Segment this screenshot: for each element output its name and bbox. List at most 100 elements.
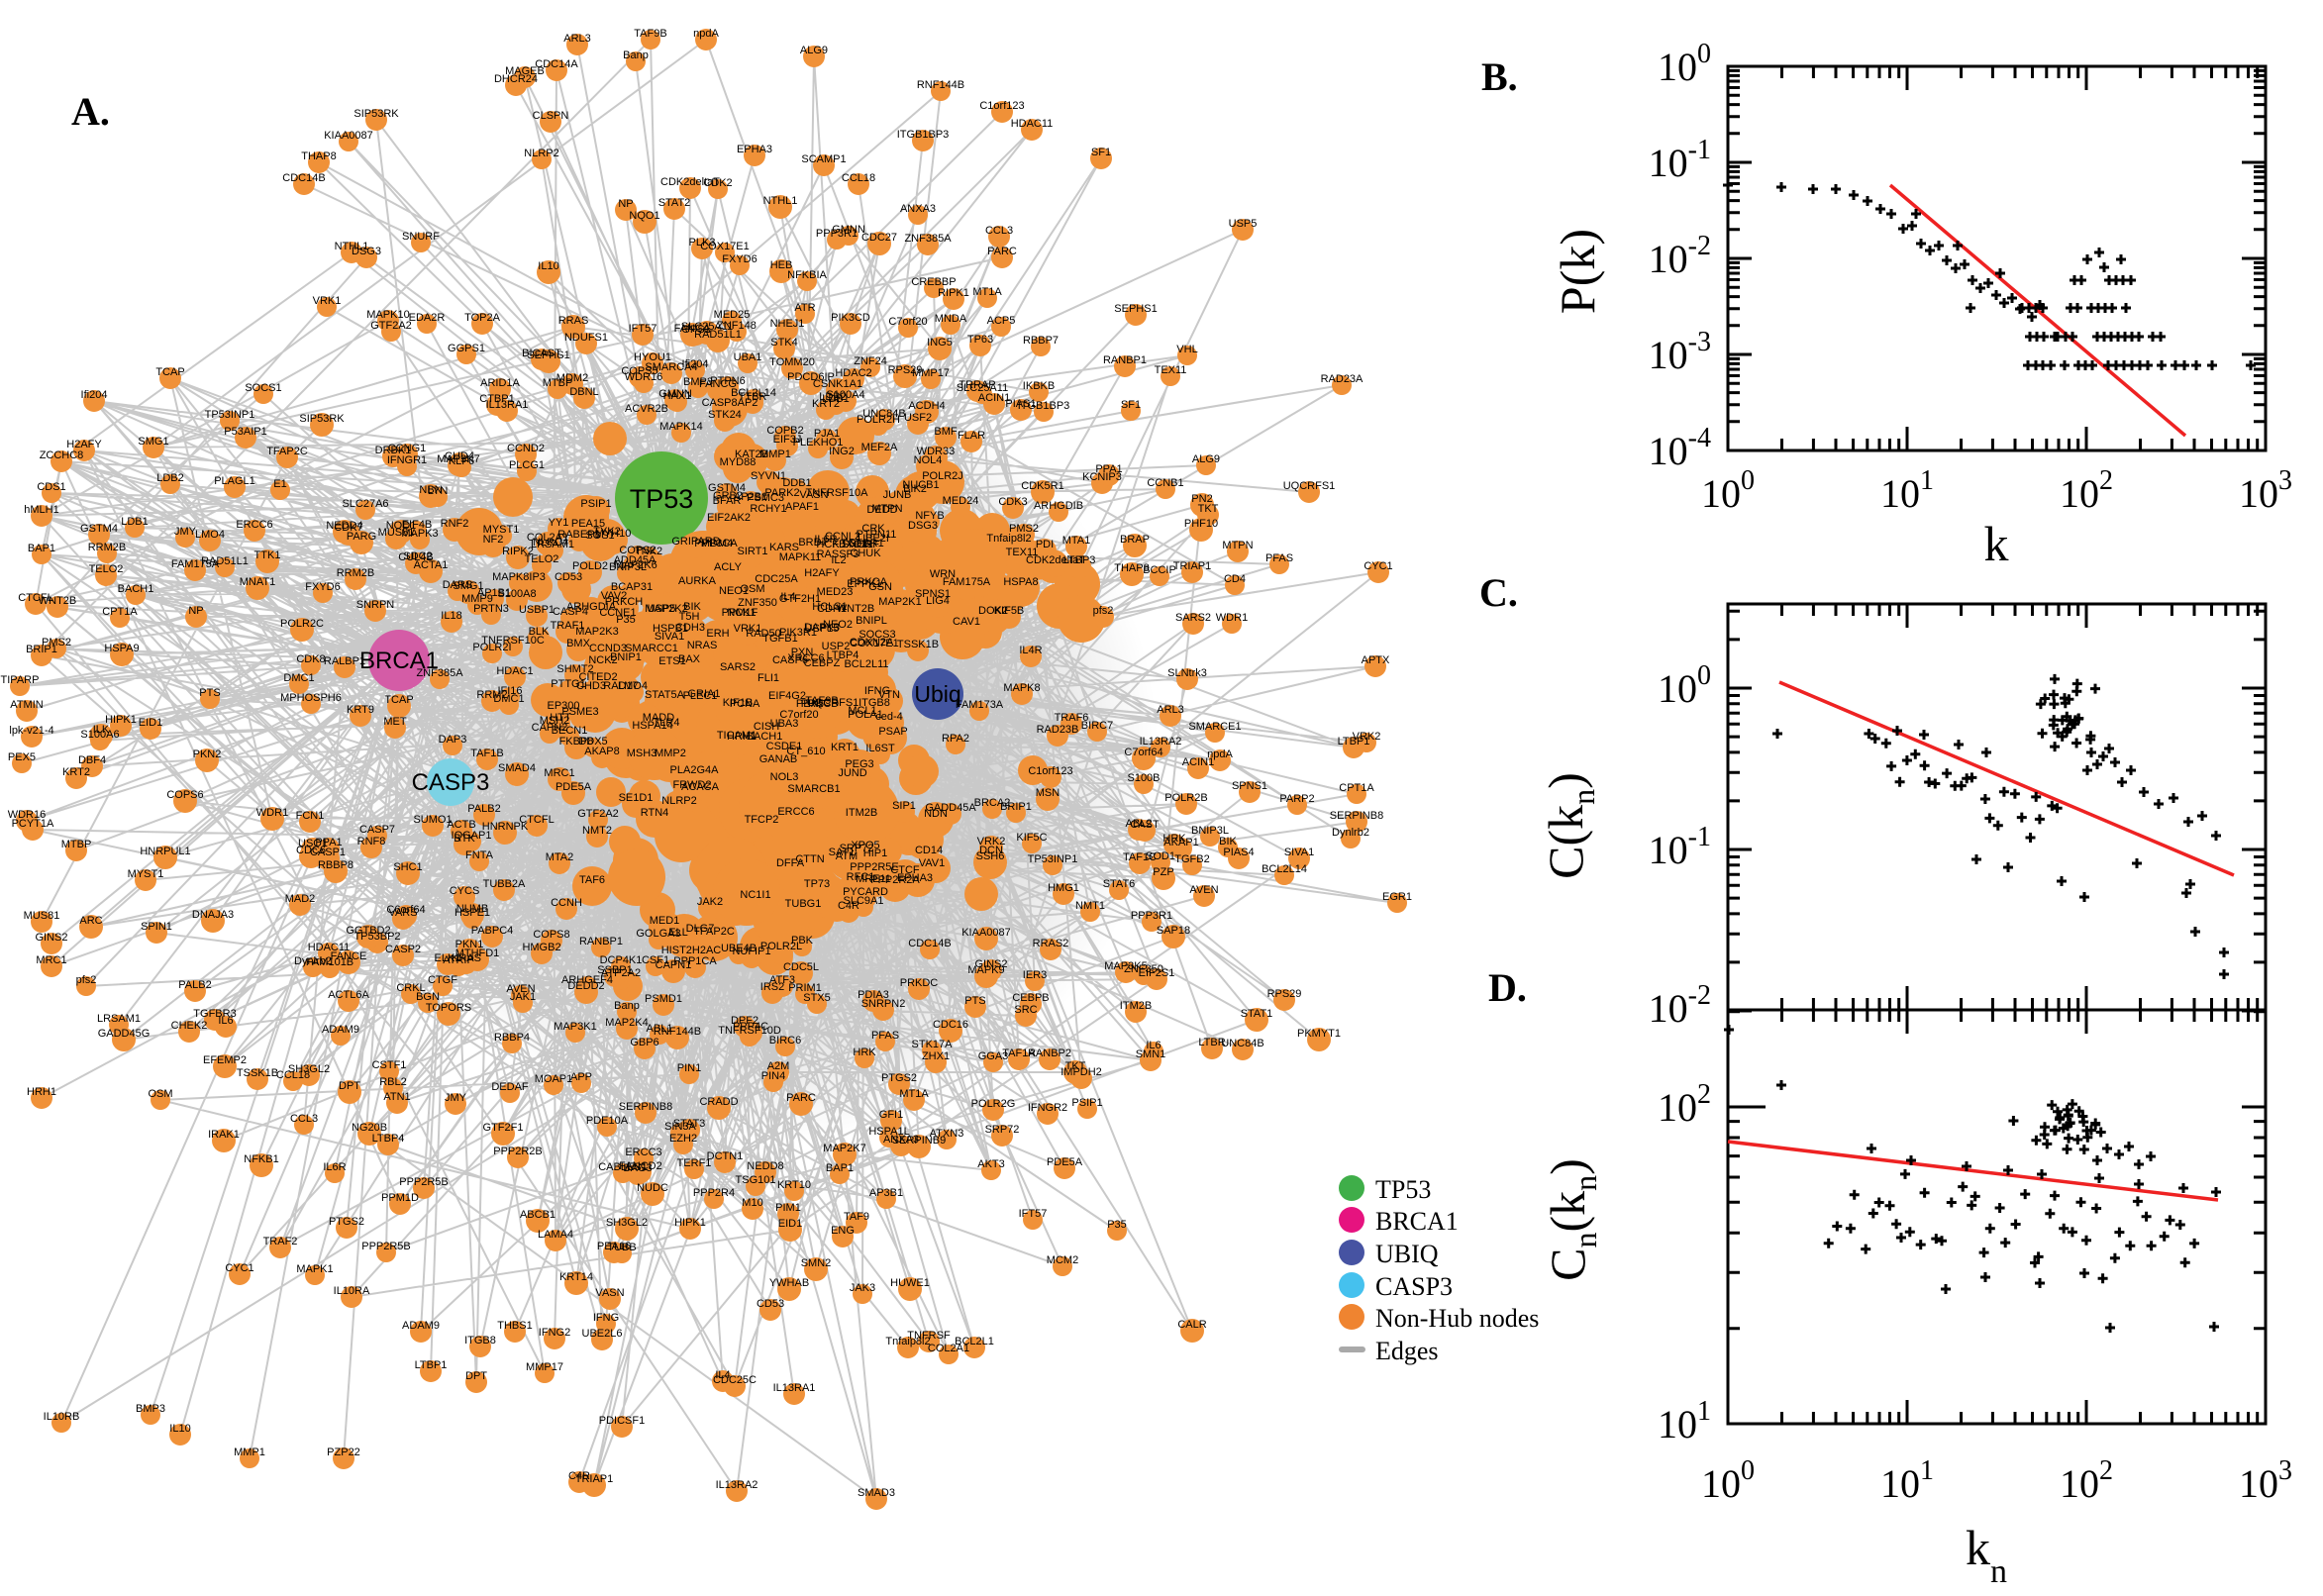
svg-text:RTN4: RTN4 xyxy=(641,807,669,819)
svg-text:SNURF: SNURF xyxy=(402,231,440,243)
svg-text:BIK2: BIK2 xyxy=(903,483,927,495)
svg-text:FRWD2: FRWD2 xyxy=(673,779,712,791)
svg-text:PSIP1: PSIP1 xyxy=(1071,1097,1102,1109)
svg-text:BAG3: BAG3 xyxy=(623,1162,652,1174)
svg-text:STK4: STK4 xyxy=(770,337,798,349)
svg-text:FNTA: FNTA xyxy=(465,849,494,861)
svg-text:NEO1: NEO1 xyxy=(719,585,749,597)
svg-text:C4R: C4R xyxy=(568,1470,590,1482)
svg-text:CAPN1: CAPN1 xyxy=(656,959,692,971)
svg-text:YWHAB: YWHAB xyxy=(769,1277,809,1289)
svg-text:JAK3: JAK3 xyxy=(850,1282,875,1294)
svg-text:PARC: PARC xyxy=(987,246,1017,257)
svg-text:C7orf20: C7orf20 xyxy=(888,316,927,328)
svg-text:PARG: PARG xyxy=(347,531,376,543)
svg-text:RPA2: RPA2 xyxy=(942,733,969,745)
svg-text:Banp: Banp xyxy=(614,1000,640,1012)
svg-text:MAP3K7: MAP3K7 xyxy=(437,453,479,465)
svg-text:SIVA1: SIVA1 xyxy=(655,631,684,643)
svg-text:SH3GL2: SH3GL2 xyxy=(288,1063,330,1075)
svg-text:ITGB1BP3: ITGB1BP3 xyxy=(1018,400,1070,412)
svg-text:NUMB: NUMB xyxy=(456,903,488,915)
svg-text:VRK1: VRK1 xyxy=(313,295,342,307)
svg-text:XPO5: XPO5 xyxy=(851,840,879,851)
svg-text:STAT5A: STAT5A xyxy=(645,689,685,701)
svg-text:APP: APP xyxy=(570,1071,592,1083)
svg-text:PLAGL1: PLAGL1 xyxy=(214,475,255,487)
svg-text:PPP2R5E: PPP2R5E xyxy=(850,861,899,873)
svg-text:HSPA1L: HSPA1L xyxy=(868,1126,909,1138)
svg-text:MAD2: MAD2 xyxy=(285,893,316,905)
svg-text:CASP2: CASP2 xyxy=(385,944,421,955)
svg-text:IFNGR1: IFNGR1 xyxy=(387,454,427,466)
svg-text:RNF2: RNF2 xyxy=(441,518,469,530)
svg-text:HDAC1: HDAC1 xyxy=(496,665,533,677)
svg-text:ADD45A: ADD45A xyxy=(614,554,656,566)
svg-text:FANCE: FANCE xyxy=(331,950,367,962)
svg-text:SMARCB1: SMARCB1 xyxy=(787,783,840,795)
svg-text:KRAS: KRAS xyxy=(452,952,481,964)
svg-text:LRSAM1: LRSAM1 xyxy=(531,539,574,550)
svg-text:CTCF: CTCF xyxy=(890,864,920,876)
svg-text:PBK: PBK xyxy=(791,935,814,947)
svg-text:PALB2: PALB2 xyxy=(178,979,211,991)
svg-text:IKBKB: IKBKB xyxy=(1023,380,1055,392)
svg-text:DBF4: DBF4 xyxy=(78,754,106,766)
svg-text:DSG3: DSG3 xyxy=(908,520,938,532)
svg-text:SIN3A: SIN3A xyxy=(664,1121,696,1133)
svg-text:SMARCA4: SMARCA4 xyxy=(645,361,697,373)
svg-text:SARS2: SARS2 xyxy=(720,661,756,673)
svg-text:LMO4: LMO4 xyxy=(618,680,648,692)
svg-text:TUBB: TUBB xyxy=(607,1242,636,1253)
svg-text:TGFB1: TGFB1 xyxy=(762,633,797,645)
svg-text:TAF1C: TAF1C xyxy=(1123,851,1157,863)
svg-text:HSPB1: HSPB1 xyxy=(653,623,688,635)
svg-text:RRAS: RRAS xyxy=(558,315,589,327)
svg-text:PIM1: PIM1 xyxy=(775,1202,801,1214)
svg-text:LIG4: LIG4 xyxy=(926,595,950,607)
svg-text:PMS2: PMS2 xyxy=(1009,523,1039,535)
svg-text:PPP3R1: PPP3R1 xyxy=(1131,910,1172,922)
svg-text:AVEN: AVEN xyxy=(506,983,535,995)
svg-text:BNIP3L: BNIP3L xyxy=(1191,825,1229,837)
svg-text:MED23: MED23 xyxy=(817,586,854,598)
svg-text:SMARCE1: SMARCE1 xyxy=(1188,721,1241,733)
svg-text:EIF4B: EIF4B xyxy=(402,519,433,531)
svg-text:PTPN6: PTPN6 xyxy=(710,375,745,387)
svg-text:CD4: CD4 xyxy=(1224,573,1246,585)
svg-text:BRCA1: BRCA1 xyxy=(359,648,439,674)
svg-text:CHEK2: CHEK2 xyxy=(171,1020,208,1032)
svg-text:APAF1: APAF1 xyxy=(785,501,819,513)
svg-text:TGFB2: TGFB2 xyxy=(1174,853,1209,865)
svg-text:SMAD4: SMAD4 xyxy=(498,762,536,774)
svg-text:WDR33: WDR33 xyxy=(917,446,956,457)
svg-text:MMP1: MMP1 xyxy=(759,449,791,460)
svg-text:pfs2: pfs2 xyxy=(76,974,97,986)
svg-text:BLK: BLK xyxy=(529,626,550,638)
svg-text:HYOU1: HYOU1 xyxy=(634,351,671,363)
svg-text:HIPK1: HIPK1 xyxy=(674,1217,706,1229)
svg-text:ACTA1: ACTA1 xyxy=(414,559,449,571)
svg-text:MUS81: MUS81 xyxy=(378,527,415,539)
svg-text:ATR: ATR xyxy=(794,302,815,314)
svg-text:FANCD2: FANCD2 xyxy=(619,1160,661,1172)
svg-text:IL10RB: IL10RB xyxy=(44,1411,80,1423)
svg-text:BRIP1: BRIP1 xyxy=(26,644,57,655)
svg-text:PHF10: PHF10 xyxy=(1184,518,1218,530)
svg-text:SUMO1: SUMO1 xyxy=(413,814,452,826)
svg-text:CSDE1: CSDE1 xyxy=(766,741,803,752)
svg-text:IL6: IL6 xyxy=(1146,1040,1161,1051)
svg-text:MAPK8IP3: MAPK8IP3 xyxy=(492,571,546,583)
svg-text:P35: P35 xyxy=(616,614,636,626)
svg-text:VRK1: VRK1 xyxy=(734,623,762,635)
svg-text:BFAR: BFAR xyxy=(713,495,742,507)
svg-text:Dynlrb2: Dynlrb2 xyxy=(1332,827,1369,839)
svg-text:TAF9B: TAF9B xyxy=(805,695,838,707)
svg-text:MCL1: MCL1 xyxy=(848,705,876,717)
svg-text:SMN2: SMN2 xyxy=(801,1257,832,1269)
svg-text:CDKN2A: CDKN2A xyxy=(850,637,894,648)
svg-text:JMY: JMY xyxy=(174,526,197,538)
svg-text:CCND2: CCND2 xyxy=(507,443,545,454)
svg-text:RAD23B: RAD23B xyxy=(1037,724,1079,736)
svg-text:TEX11: TEX11 xyxy=(1155,364,1187,376)
